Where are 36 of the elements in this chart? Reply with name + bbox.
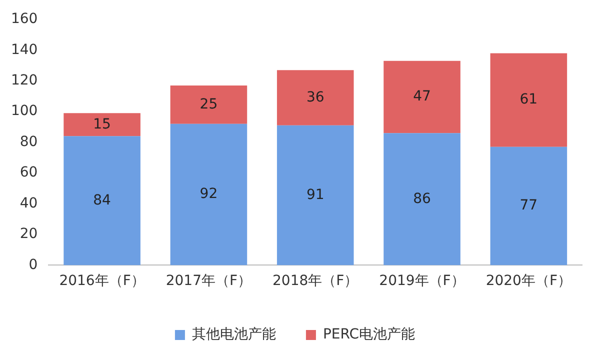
data-label: 84 [93, 192, 112, 208]
y-tick-label: 80 [20, 134, 38, 150]
bar [170, 124, 248, 266]
x-tick-label: 2016年（F） [59, 273, 145, 290]
y-tick-label: 20 [20, 226, 38, 242]
bar [384, 133, 460, 266]
bar [384, 60, 460, 134]
x-tick-label: 2020年（F） [486, 273, 572, 290]
bar [276, 70, 354, 126]
bar [170, 85, 248, 124]
x-tick-label: 2019年（F） [379, 273, 465, 290]
data-label: 91 [306, 186, 324, 203]
legend-label: PERC电池产能 [322, 326, 416, 343]
bar [490, 146, 568, 266]
y-tick-label: 160 [10, 11, 38, 28]
y-tick-label: 120 [10, 72, 38, 88]
legend-label: 其他电池产能 [192, 326, 276, 343]
data-label: 86 [413, 190, 432, 207]
data-label: 25 [200, 96, 218, 112]
x-tick-label: 2017年（F） [166, 273, 252, 290]
y-tick-label: 140 [10, 42, 38, 58]
x-tick-label: 2018年（F） [272, 273, 358, 290]
data-label: 61 [520, 92, 538, 108]
data-label: 36 [306, 89, 324, 106]
y-tick-label: 0 [28, 256, 38, 273]
y-tick-label: 40 [20, 195, 38, 212]
data-label: 92 [200, 186, 218, 202]
bar [490, 53, 568, 147]
bar [276, 125, 354, 266]
data-label: 77 [520, 198, 538, 214]
data-label: 47 [413, 88, 431, 105]
bar [64, 113, 140, 136]
data-label: 15 [93, 116, 111, 132]
bar [64, 136, 140, 266]
y-tick-label: 100 [10, 103, 38, 120]
y-tick-label: 60 [20, 164, 38, 181]
